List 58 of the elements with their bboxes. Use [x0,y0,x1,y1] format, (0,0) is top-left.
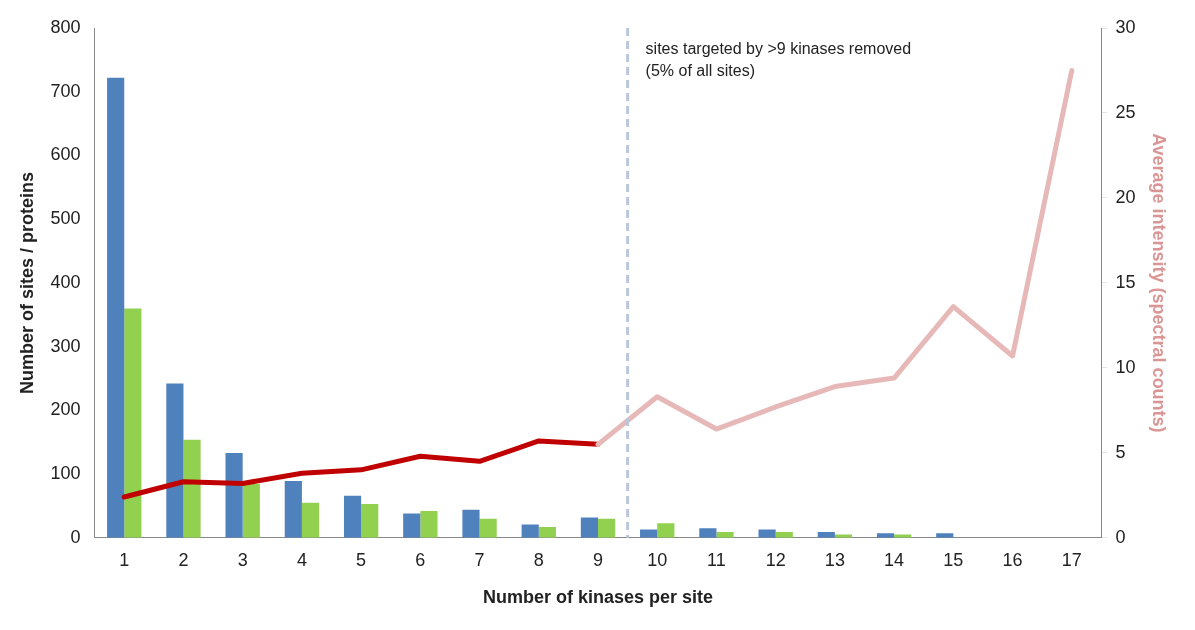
x-tick-label: 1 [119,549,130,570]
y-tick-label: 700 [50,80,81,101]
y-tick-label: 200 [50,399,81,420]
x-tick-label: 13 [824,549,845,570]
x-tick-label: 10 [647,549,668,570]
y-tick-label: 400 [50,271,81,292]
y-tick-label: 100 [50,463,81,484]
bar [580,517,599,538]
bar [598,518,616,538]
y2-tick-label: 25 [1115,101,1136,122]
x-tick-label: 9 [593,549,604,570]
bar [657,523,675,538]
bar [343,495,362,538]
x-tick-label: 4 [296,549,307,570]
bar [403,513,421,538]
y2-tick-label: 20 [1115,186,1136,207]
x-tick-label: 2 [178,549,189,570]
x-tick-label: 11 [707,549,726,570]
bar [538,526,556,538]
bar [242,483,260,538]
y-tick-label: 800 [50,16,81,37]
x-tick-label: 12 [765,549,786,570]
y2-tick-label: 5 [1115,441,1126,462]
y-tick-label: 500 [50,208,81,229]
x-tick-label: 15 [943,549,964,570]
bar [107,77,125,538]
y2-tick-label: 0 [1115,526,1126,547]
x-tick-label: 3 [237,549,248,570]
y2-tick-label: 15 [1115,271,1136,292]
bar [301,502,320,538]
bar [225,453,243,538]
x-axis-title: Number of kinases per site [482,587,714,608]
x-tick-label: 17 [1061,549,1082,570]
x-tick-label: 5 [356,549,367,570]
bar [699,528,717,538]
y-tick-label: 300 [50,335,81,356]
bar [166,383,184,538]
x-tick-label: 16 [1002,549,1023,570]
bar [183,439,201,538]
bar [361,504,379,538]
y2-tick-label: 10 [1115,356,1136,377]
bar [716,532,734,538]
ref-line-label: sites targeted by >9 kinases removed (5% of all sites) [645,40,912,80]
x-tick-label: 6 [415,549,426,570]
y-axis-title: Number of sites / proteins [16,171,37,394]
bar [124,308,142,538]
bar [284,481,302,538]
x-tick-label: 7 [474,549,485,570]
bar [479,518,497,538]
y-tick-label: 600 [50,144,81,165]
bar [521,524,539,538]
y2-tick-label: 30 [1115,16,1136,37]
bar [420,511,438,538]
bar [462,509,480,538]
x-tick-label: 8 [533,549,544,570]
x-tick-label: 14 [884,549,905,570]
y-tick-label: 0 [70,526,81,547]
y2-axis-title: Average intensity (spectral counts) [1149,133,1170,433]
